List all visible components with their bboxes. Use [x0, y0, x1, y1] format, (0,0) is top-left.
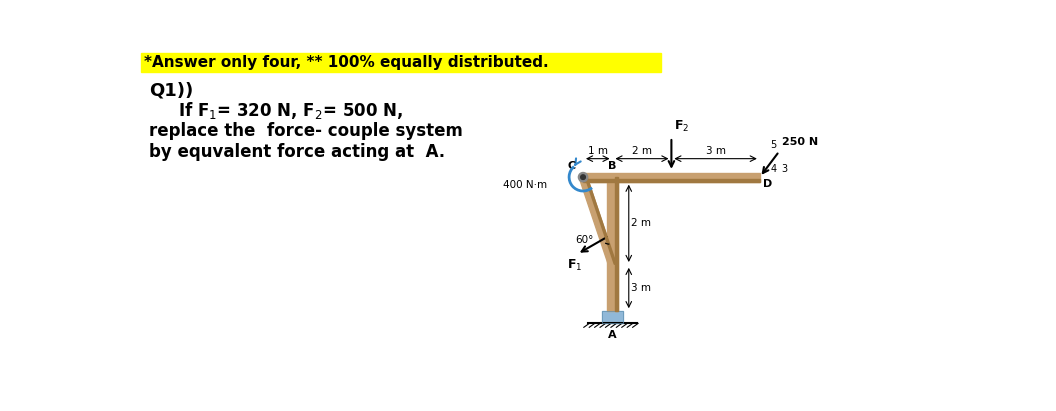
Bar — [602, 311, 623, 323]
Text: A: A — [608, 330, 617, 339]
Text: 1 m: 1 m — [588, 146, 608, 156]
Text: F$_1$: F$_1$ — [567, 258, 583, 273]
Bar — [607, 177, 618, 311]
Text: 4: 4 — [771, 164, 777, 174]
Text: 5: 5 — [770, 141, 776, 150]
Bar — [602, 311, 623, 323]
Text: 400 N·m: 400 N·m — [504, 180, 547, 190]
Text: C: C — [567, 161, 576, 171]
Text: If F$_1$= 320 N, F$_2$= 500 N,: If F$_1$= 320 N, F$_2$= 500 N, — [178, 99, 403, 121]
Text: B: B — [608, 161, 617, 171]
Bar — [583, 173, 759, 182]
Text: 250 N: 250 N — [781, 137, 817, 148]
Circle shape — [581, 175, 585, 180]
Polygon shape — [580, 176, 617, 266]
Text: F$_2$: F$_2$ — [674, 119, 689, 134]
Text: 3 m: 3 m — [631, 283, 652, 293]
Text: replace the  force- couple system: replace the force- couple system — [149, 122, 463, 140]
Text: 60°: 60° — [576, 235, 593, 245]
Text: 2 m: 2 m — [631, 146, 652, 156]
Text: 3 m: 3 m — [705, 146, 725, 156]
Bar — [583, 179, 759, 182]
Polygon shape — [585, 176, 617, 264]
Bar — [142, 53, 661, 72]
Text: Q1)): Q1)) — [149, 81, 193, 99]
Text: 3: 3 — [780, 164, 787, 174]
Text: by equvalent force acting at  A.: by equvalent force acting at A. — [149, 143, 446, 161]
Text: D: D — [762, 180, 772, 189]
Text: *Answer only four, ** 100% equally distributed.: *Answer only four, ** 100% equally distr… — [144, 55, 548, 70]
Bar — [615, 177, 618, 311]
Circle shape — [579, 173, 588, 182]
Text: 2 m: 2 m — [631, 218, 652, 229]
